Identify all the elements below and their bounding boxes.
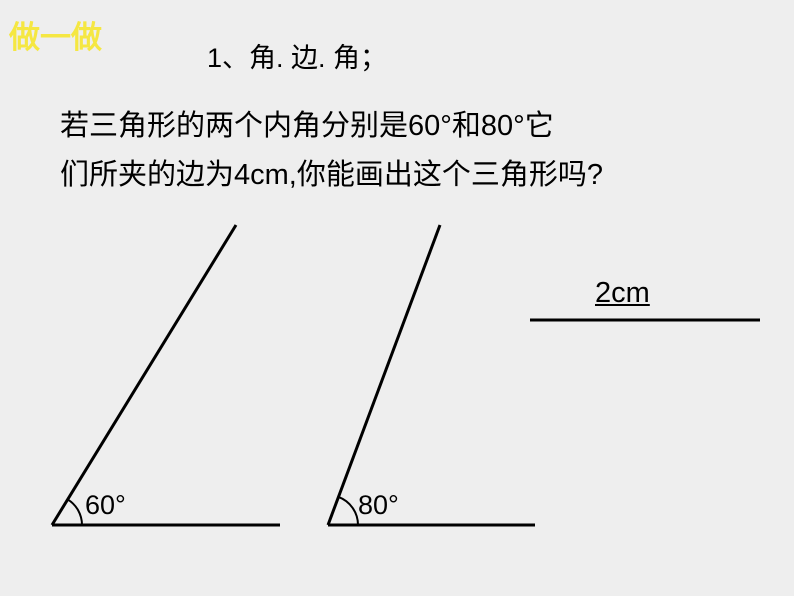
angle-60-ray xyxy=(52,225,236,525)
angle-60-arc xyxy=(68,499,82,525)
angle-80-ray xyxy=(328,225,440,525)
angle-60-label: 60° xyxy=(85,490,126,521)
angle-80-label: 80° xyxy=(358,490,399,521)
angle-80-arc xyxy=(338,497,358,525)
segment-label: 2cm xyxy=(595,277,650,310)
angle-80-figure xyxy=(328,225,535,525)
angle-60-figure xyxy=(52,225,280,525)
